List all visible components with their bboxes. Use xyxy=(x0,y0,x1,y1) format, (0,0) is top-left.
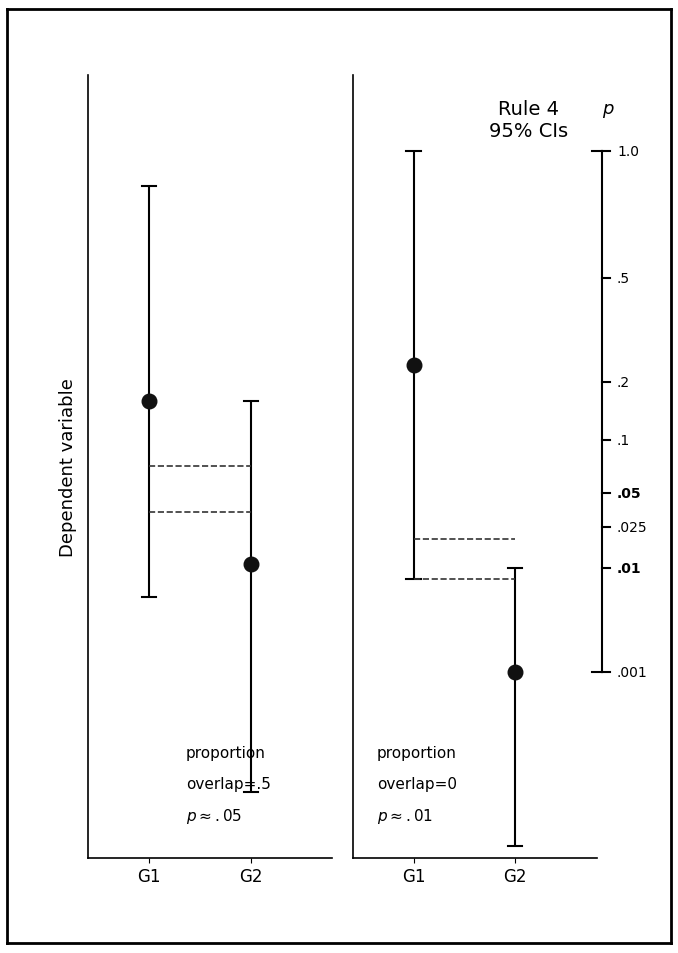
Text: $p$: $p$ xyxy=(601,102,614,120)
Point xyxy=(144,395,155,410)
Text: proportion: proportion xyxy=(377,745,457,760)
Text: Rule 4
95% CIs: Rule 4 95% CIs xyxy=(489,100,568,141)
Point xyxy=(408,358,419,374)
Text: .5: .5 xyxy=(617,272,630,286)
Text: overlap=.5: overlap=.5 xyxy=(186,777,271,791)
Text: proportion: proportion xyxy=(186,745,266,760)
Text: $p\approx .05$: $p\approx .05$ xyxy=(186,806,242,825)
Text: .01: .01 xyxy=(617,561,641,576)
Text: .1: .1 xyxy=(617,434,631,448)
Text: overlap=0: overlap=0 xyxy=(377,777,457,791)
Text: 1.0: 1.0 xyxy=(617,145,639,158)
Point xyxy=(245,557,256,572)
Text: .025: .025 xyxy=(617,520,647,535)
Point xyxy=(510,665,521,680)
Y-axis label: Dependent variable: Dependent variable xyxy=(59,377,77,557)
Text: $p\approx .01$: $p\approx .01$ xyxy=(377,806,433,825)
Text: .05: .05 xyxy=(617,486,641,500)
Text: .2: .2 xyxy=(617,376,630,390)
Text: .001: .001 xyxy=(617,665,647,679)
